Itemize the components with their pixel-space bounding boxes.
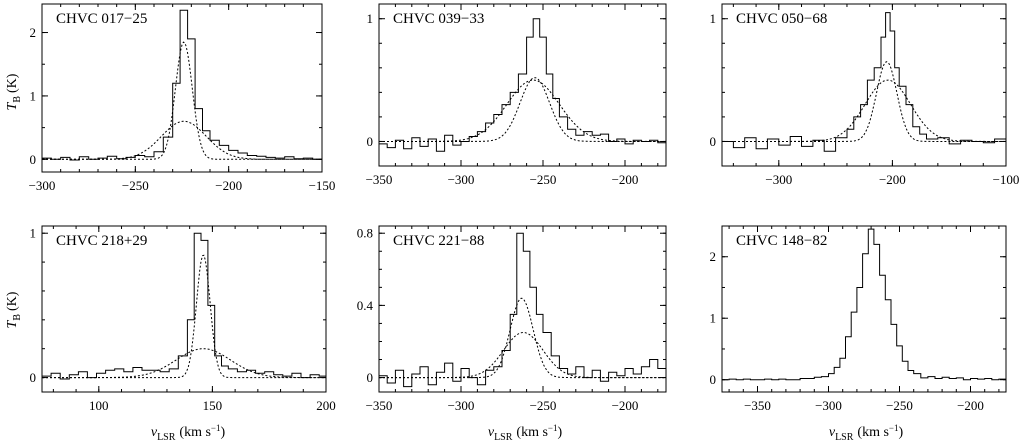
x-tick-label: −350 [366,172,393,187]
x-tick-label: −300 [29,178,56,193]
y-tick-label: 0 [367,370,374,385]
panel-chvc-148-82: −350 −300 −250 −200 0 1 2 CHVC 148−82 [710,225,1007,413]
y-tick-label: 0 [30,152,37,167]
gaussian-fit-curve [379,77,666,142]
spectrum-histogram [722,12,1007,152]
x-tick-label: −250 [530,172,557,187]
gaussian-fit-curve [379,297,666,379]
gaussian-fit-curve [722,61,1006,142]
y-axis-label-top: TB(K) [5,73,23,110]
x-tick-label: −250 [886,398,913,413]
y-tick-label: 0 [367,134,374,149]
x-axis-label-1: vLSR (km s−1) [151,423,226,440]
y-tick-label: 0 [710,372,717,387]
x-tick-label: −250 [530,398,557,413]
x-tick-label: −250 [122,178,149,193]
panel-title: CHVC 039−33 [393,11,484,27]
gaussian-fit-curve [379,332,666,379]
panel-title: CHVC 218+29 [56,233,147,249]
x-tick-label: 100 [89,398,109,413]
x-tick-label: −300 [815,398,842,413]
y-tick-label: 1 [710,11,717,26]
gaussian-fit-curve [722,79,1006,142]
x-tick-label: −300 [448,172,475,187]
panel-chvc-218-29: 100 150 200 0 1 CHVC 218+29 [30,225,336,413]
spectrum-histogram [722,228,1007,381]
gaussian-fit-curve [42,120,322,160]
y-tick-label: 0 [30,370,37,385]
y-tick-label: 2 [710,249,717,264]
x-tick-label: −200 [957,398,984,413]
y-axis-label-bottom: TB(K) [5,291,23,328]
panel-title: CHVC 017−25 [56,11,147,27]
panel-chvc-221-88: −350 −300 −250 −200 0 0.4 0.8 CHVC 221−88 [357,225,667,413]
x-tick-label: −200 [612,398,639,413]
plot-frame [378,3,667,167]
panel-chvc-017-25: −300 −250 −200 −150 0 1 2 CHVC 017−25 [29,3,336,193]
x-tick-label: −200 [879,172,906,187]
x-tick-label: −300 [448,398,475,413]
x-tick-label: 200 [316,398,336,413]
spectrum-histogram [42,232,327,380]
x-tick-label: −350 [366,398,393,413]
spectrum-histogram [379,18,666,152]
panel-chvc-050-68: −300 −200 −100 0 1 CHVC 050−68 [710,3,1019,187]
panel-chvc-039-33: −350 −300 −250 −200 0 1 CHVC 039−33 [366,3,667,187]
x-tick-label: −350 [744,398,771,413]
x-tick-label: −300 [765,172,792,187]
svg-text:TB(K): TB(K) [5,73,23,110]
x-axis-label-2: vLSR (km s−1) [488,423,563,440]
panel-title: CHVC 221−88 [393,233,484,249]
plot-frame [721,3,1007,167]
x-tick-label: 150 [203,398,223,413]
panel-title: CHVC 050−68 [736,11,827,27]
y-tick-label: 1 [30,88,37,103]
y-tick-label: 1 [367,11,374,26]
y-tick-label: 1 [30,226,37,241]
x-axis-label-3: vLSR (km s−1) [829,423,904,440]
plot-frame [378,225,667,393]
y-tick-label: 1 [710,311,717,326]
plot-frame [41,225,327,393]
x-tick-label: −100 [993,172,1019,187]
panel-title: CHVC 148−82 [736,233,827,249]
gaussian-fit-curve [42,41,322,160]
gaussian-fit-curve [379,79,666,142]
x-tick-label: −200 [612,172,639,187]
y-tick-label: 0.4 [357,298,374,313]
y-tick-label: 0.8 [357,226,373,241]
x-tick-label: −150 [309,178,336,193]
svg-text:TB(K): TB(K) [5,291,23,328]
y-tick-label: 2 [30,25,37,40]
plot-frame [721,225,1007,393]
spectrum-histogram [379,232,666,388]
gaussian-fit-curve [42,348,326,379]
spectrum-histogram [42,9,323,161]
x-tick-label: −200 [215,178,242,193]
y-tick-label: 0 [710,134,717,149]
gaussian-fit-curve [42,254,326,379]
plot-frame [41,3,323,173]
